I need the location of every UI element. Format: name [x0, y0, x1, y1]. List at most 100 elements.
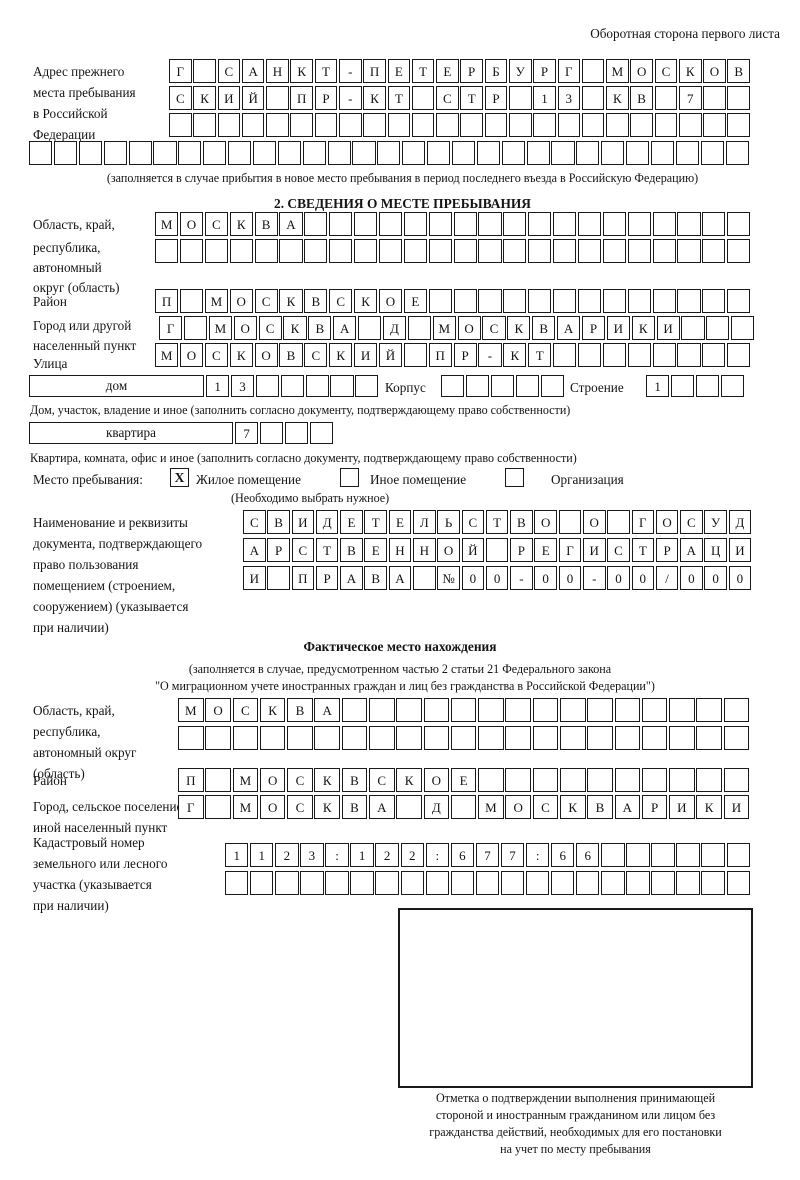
document-cell[interactable]: Г — [631, 510, 655, 534]
prev-address-cell[interactable]: С — [654, 59, 678, 83]
prev-address-cell[interactable] — [601, 141, 625, 165]
cadastral-cell[interactable]: 6 — [576, 843, 600, 867]
cadastral-cell[interactable] — [676, 871, 700, 895]
prev-address-cell[interactable] — [228, 141, 252, 165]
prev-address-cell[interactable] — [411, 113, 435, 137]
document-cell[interactable]: 0 — [558, 566, 582, 590]
actual-region-cell[interactable]: А — [314, 698, 340, 722]
street-cell[interactable]: К — [329, 343, 353, 367]
district-cell[interactable]: К — [354, 289, 378, 313]
document-cell[interactable]: Е — [388, 510, 412, 534]
prev-address-cell[interactable] — [327, 141, 351, 165]
document-cell[interactable]: - — [510, 566, 533, 590]
district-cell[interactable] — [528, 289, 552, 313]
city-cell[interactable]: А — [333, 316, 357, 340]
document-cell[interactable]: В — [340, 538, 363, 562]
prev-address-cell[interactable] — [533, 113, 556, 137]
prev-address-cell[interactable]: Т — [411, 59, 435, 83]
district-cell[interactable]: П — [155, 289, 179, 313]
actual-region-cell[interactable] — [587, 726, 613, 750]
actual-district-cell[interactable]: О — [259, 768, 286, 792]
prev-address-cell[interactable] — [427, 141, 451, 165]
document-cell[interactable]: 0 — [728, 566, 752, 590]
cadastral-cell[interactable] — [475, 871, 500, 895]
korpus-cell[interactable] — [441, 375, 465, 397]
region-cell[interactable] — [602, 212, 626, 236]
korpus-cells[interactable] — [441, 375, 564, 397]
document-cell[interactable]: Д — [315, 510, 339, 534]
prev-address-cell[interactable] — [703, 113, 726, 137]
document-cell[interactable]: И — [291, 510, 315, 534]
district-cell[interactable] — [503, 289, 527, 313]
actual-region-cell[interactable] — [641, 698, 668, 722]
street-cell[interactable] — [702, 343, 726, 367]
prev-address-cell[interactable]: Е — [436, 59, 459, 83]
cadastral-cell[interactable]: 2 — [275, 843, 299, 867]
city-cell[interactable]: И — [656, 316, 680, 340]
document-cell[interactable]: Р — [267, 538, 290, 562]
prev-address-cell[interactable]: К — [290, 59, 313, 83]
stroenie-cell[interactable]: 1 — [646, 375, 670, 397]
flat-cell[interactable] — [259, 422, 284, 444]
prev-address-cell[interactable] — [626, 141, 650, 165]
street-cell[interactable]: И — [354, 343, 378, 367]
street-cell[interactable]: Т — [528, 343, 552, 367]
actual-city-cell[interactable]: А — [368, 795, 395, 819]
district-cell[interactable] — [577, 289, 602, 313]
street-cell[interactable]: О — [179, 343, 204, 367]
prev-address-cell[interactable]: Н — [266, 59, 289, 83]
cadastral-cell[interactable] — [726, 843, 750, 867]
region-cell[interactable] — [602, 239, 626, 263]
document-cell[interactable] — [412, 566, 436, 590]
document-cell[interactable]: А — [680, 538, 703, 562]
district-cell[interactable] — [553, 289, 577, 313]
city-cell[interactable] — [681, 316, 705, 340]
document-cell[interactable]: Р — [315, 566, 339, 590]
district-cell[interactable]: В — [304, 289, 328, 313]
cadastral-cell[interactable] — [500, 871, 525, 895]
korpus-cell[interactable] — [465, 375, 490, 397]
actual-city-cell[interactable] — [450, 795, 477, 819]
document-cell[interactable]: С — [607, 538, 630, 562]
district-cell[interactable] — [652, 289, 676, 313]
region-cell[interactable] — [652, 212, 676, 236]
actual-city-cell[interactable]: К — [559, 795, 586, 819]
document-cell[interactable]: Н — [388, 538, 412, 562]
prev-address-cell[interactable]: П — [363, 59, 386, 83]
flat-cell[interactable] — [309, 422, 333, 444]
actual-region-cell[interactable] — [614, 726, 641, 750]
prev-address-cell[interactable] — [460, 113, 483, 137]
actual-district-cell[interactable] — [559, 768, 586, 792]
house-cell[interactable] — [280, 375, 304, 397]
actual-district-cell[interactable] — [723, 768, 750, 792]
street-cell[interactable] — [727, 343, 751, 367]
document-cell[interactable]: 0 — [461, 566, 485, 590]
stay-type-option-1-label[interactable]: Жилое помещение — [196, 472, 301, 487]
actual-region-cell[interactable]: К — [259, 698, 286, 722]
region-cell[interactable]: К — [229, 212, 253, 236]
region-cell[interactable] — [677, 212, 701, 236]
region-cell[interactable] — [702, 239, 726, 263]
prev-address-cell[interactable] — [402, 141, 426, 165]
cadastral-cell[interactable] — [651, 871, 675, 895]
document-cell[interactable] — [267, 566, 290, 590]
actual-district-cell[interactable] — [505, 768, 531, 792]
prev-address-cell[interactable]: К — [606, 86, 629, 110]
prev-address-cell[interactable]: К — [193, 86, 216, 110]
document-cell[interactable]: Ц — [704, 538, 727, 562]
prev-address-cell[interactable] — [654, 86, 678, 110]
city-cell[interactable]: А — [557, 316, 581, 340]
cadastral-cell[interactable] — [701, 843, 725, 867]
prev-address-cell[interactable] — [53, 141, 78, 165]
prev-address-cell[interactable]: Р — [484, 86, 508, 110]
actual-city-cell[interactable]: К — [696, 795, 722, 819]
region-cell[interactable]: В — [254, 212, 278, 236]
region-cell[interactable] — [627, 212, 651, 236]
region-cell[interactable] — [329, 212, 353, 236]
actual-region-cell[interactable] — [614, 698, 641, 722]
district-cell[interactable] — [627, 289, 651, 313]
